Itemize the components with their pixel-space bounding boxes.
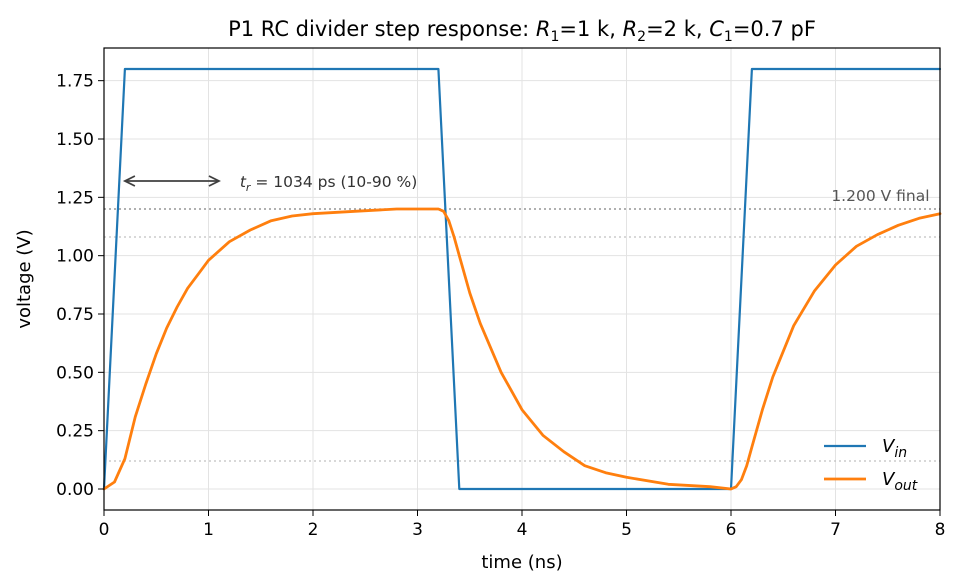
y-tick-label: 1.50 [56, 130, 94, 150]
annotation-layer: tr = 1034 ps (10-90 %) 1.200 V final [122, 173, 930, 205]
y-tick-label: 0.50 [56, 363, 94, 383]
x-tick-label: 6 [726, 520, 737, 540]
y-tick-label: 1.25 [56, 188, 94, 208]
chart-title: P1 RC divider step response: R1=1 k, R2=… [228, 17, 816, 45]
legend-label-out: Vout [882, 469, 918, 494]
tick-layer: 0 1 2 3 4 5 6 7 8 0.00 0.25 0.50 0.75 1.00 1.25 1.50 1.7… [56, 72, 945, 540]
x-tick-label: 5 [621, 520, 632, 540]
y-tick-label: 1.00 [56, 247, 94, 267]
x-tick-label: 0 [99, 520, 110, 540]
rise-time-label: tr = 1034 ps (10-90 %) [240, 173, 417, 194]
y-axis-label: voltage (V) [14, 229, 35, 328]
final-value-label: 1.200 V final [831, 187, 929, 205]
y-tick-label: 0.00 [56, 480, 94, 500]
series-layer [102, 67, 942, 491]
series-line-out [102, 207, 942, 491]
x-tick-label: 1 [203, 520, 214, 540]
legend: Vin Vout [824, 436, 918, 494]
x-tick-label: 2 [308, 520, 319, 540]
x-tick-label: 4 [517, 520, 528, 540]
series-line-in [102, 67, 942, 491]
y-tick-label: 0.25 [56, 422, 94, 442]
x-axis-label: time (ns) [481, 552, 562, 573]
x-tick-label: 8 [935, 520, 946, 540]
rise-time-arrow-head-left [122, 175, 136, 187]
legend-label-in: Vin [882, 436, 907, 461]
grid-layer [103, 48, 941, 510]
x-tick-label: 3 [412, 520, 423, 540]
rise-time-arrow-head-right [208, 175, 221, 187]
y-tick-label: 0.75 [56, 305, 94, 325]
y-tick-label: 1.75 [56, 72, 94, 92]
reference-lines [104, 208, 940, 462]
x-tick-label: 7 [830, 520, 841, 540]
